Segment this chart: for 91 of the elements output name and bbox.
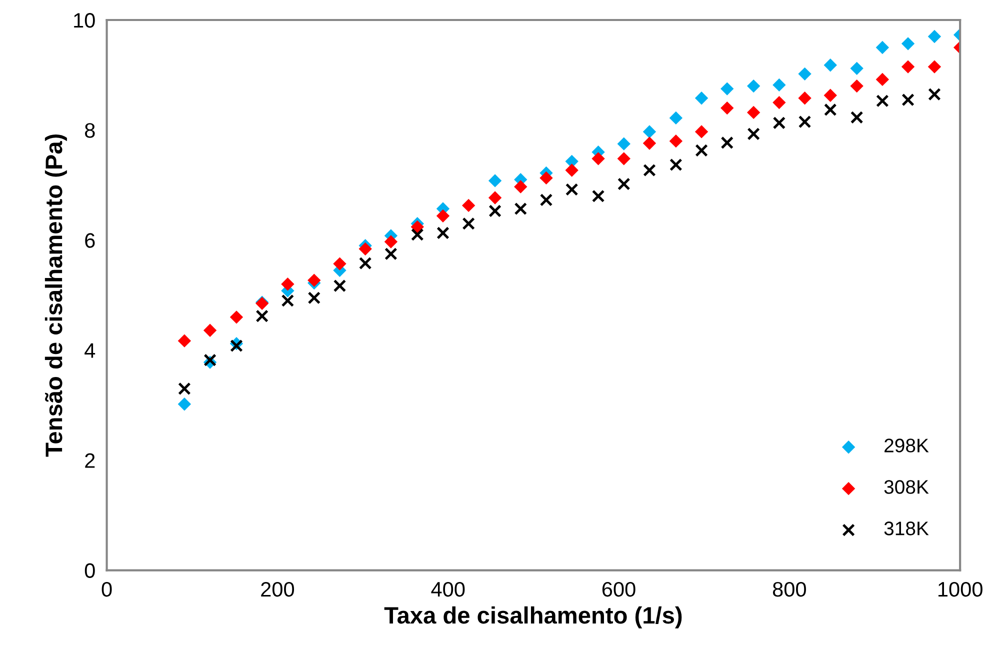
point <box>281 278 294 291</box>
point <box>772 78 786 92</box>
point <box>642 125 656 138</box>
point <box>540 194 553 206</box>
point <box>901 60 915 74</box>
point <box>436 209 450 222</box>
point <box>178 334 192 348</box>
point <box>203 324 217 337</box>
point <box>384 247 398 260</box>
x-tick-label: 600 <box>602 582 636 597</box>
point <box>669 111 683 125</box>
point <box>488 174 502 188</box>
point <box>798 115 812 128</box>
point <box>540 171 553 185</box>
y-tick-label: 0 <box>84 563 95 578</box>
point <box>358 256 372 270</box>
point <box>643 164 656 177</box>
point <box>308 274 321 287</box>
point <box>670 158 682 172</box>
y-tick-label: 2 <box>85 453 95 468</box>
legend-label: 308K <box>884 480 929 494</box>
legend-label: 298K <box>884 438 929 452</box>
point <box>384 235 398 248</box>
point <box>617 152 630 166</box>
point <box>746 106 760 120</box>
point <box>695 144 708 157</box>
point <box>928 30 942 44</box>
point <box>333 279 346 292</box>
point <box>772 116 786 130</box>
x-tick-label: 0 <box>102 582 112 597</box>
y-tick-label: 8 <box>84 123 95 138</box>
point <box>410 228 424 242</box>
point <box>462 198 476 212</box>
point <box>772 96 786 110</box>
point <box>669 134 683 148</box>
point <box>178 398 192 411</box>
point <box>592 152 605 166</box>
point <box>824 58 837 72</box>
point <box>720 82 734 96</box>
point <box>281 294 294 308</box>
point <box>230 310 244 324</box>
point <box>798 92 812 105</box>
point <box>902 93 914 106</box>
point <box>824 88 837 102</box>
point <box>747 128 760 140</box>
point <box>565 164 578 177</box>
point <box>592 190 605 202</box>
point <box>204 354 216 366</box>
x-tick-label: 400 <box>431 582 465 597</box>
point <box>488 204 502 218</box>
point <box>333 257 346 270</box>
y-tick-label: 4 <box>84 343 96 358</box>
point <box>694 125 708 138</box>
point <box>720 101 734 115</box>
point <box>876 40 890 54</box>
point <box>565 183 578 196</box>
x-tick-label: 800 <box>772 582 806 597</box>
x-axis-title: Taxa de cisalhamento (1/s) <box>384 606 682 628</box>
y-tick-label: 6 <box>85 233 95 248</box>
point <box>514 202 528 216</box>
point <box>642 136 656 150</box>
y-tick-label: 10 <box>74 13 95 28</box>
point <box>230 339 243 352</box>
point <box>256 310 268 322</box>
legend-label: 318K <box>884 522 929 536</box>
point <box>824 103 837 116</box>
point <box>928 88 941 101</box>
point <box>617 137 630 150</box>
point <box>488 191 502 204</box>
point <box>876 72 890 86</box>
point <box>410 220 424 234</box>
point <box>928 60 942 74</box>
point <box>462 217 475 230</box>
point <box>850 111 864 124</box>
y-axis-title: Tensão de cisalhamento (Pa) <box>44 134 67 457</box>
x-tick-label: 200 <box>261 582 294 597</box>
point <box>694 92 708 105</box>
x-tick-label: 1000 <box>938 582 982 597</box>
point <box>308 292 321 304</box>
point <box>746 79 760 93</box>
point <box>798 67 812 81</box>
point <box>901 37 915 50</box>
point <box>720 136 734 150</box>
point <box>876 94 889 108</box>
point <box>358 242 372 256</box>
point <box>436 226 450 240</box>
point <box>178 382 191 396</box>
point <box>617 178 630 190</box>
point <box>850 79 864 93</box>
point <box>514 180 528 194</box>
point <box>850 62 864 76</box>
